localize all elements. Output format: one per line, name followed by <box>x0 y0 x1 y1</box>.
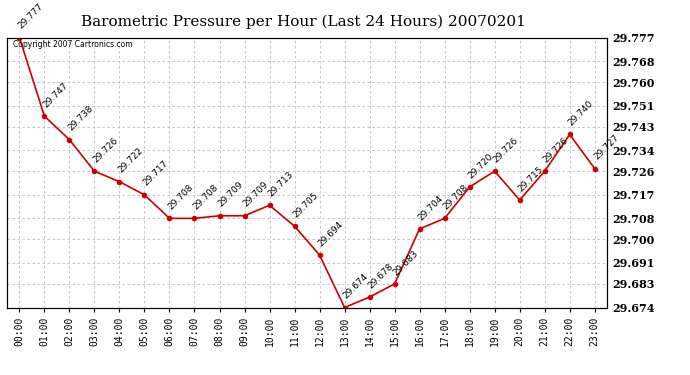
Text: 29.726: 29.726 <box>542 136 571 164</box>
Text: 29.713: 29.713 <box>267 170 295 198</box>
Text: 29.709: 29.709 <box>241 180 270 209</box>
Text: 29.747: 29.747 <box>41 81 70 109</box>
Text: Copyright 2007 Cartronics.com: Copyright 2007 Cartronics.com <box>13 40 132 49</box>
Text: 29.720: 29.720 <box>467 152 495 180</box>
Text: 29.674: 29.674 <box>342 272 371 300</box>
Text: 29.708: 29.708 <box>192 183 220 212</box>
Text: 29.683: 29.683 <box>392 248 420 277</box>
Text: 29.738: 29.738 <box>67 104 95 133</box>
Text: 29.678: 29.678 <box>367 261 395 290</box>
Text: 29.726: 29.726 <box>492 136 520 164</box>
Text: 29.715: 29.715 <box>517 165 546 193</box>
Text: 29.709: 29.709 <box>217 180 246 209</box>
Text: Barometric Pressure per Hour (Last 24 Hours) 20070201: Barometric Pressure per Hour (Last 24 Ho… <box>81 15 526 29</box>
Text: 29.726: 29.726 <box>92 136 120 164</box>
Text: 29.740: 29.740 <box>567 99 595 128</box>
Text: 29.727: 29.727 <box>592 133 620 162</box>
Text: 29.708: 29.708 <box>167 183 195 212</box>
Text: 29.694: 29.694 <box>317 220 345 248</box>
Text: 29.722: 29.722 <box>117 146 145 175</box>
Text: 29.708: 29.708 <box>442 183 471 212</box>
Text: 29.705: 29.705 <box>292 190 320 219</box>
Text: 29.777: 29.777 <box>17 2 46 30</box>
Text: 29.704: 29.704 <box>417 194 445 222</box>
Text: 29.717: 29.717 <box>141 159 170 188</box>
